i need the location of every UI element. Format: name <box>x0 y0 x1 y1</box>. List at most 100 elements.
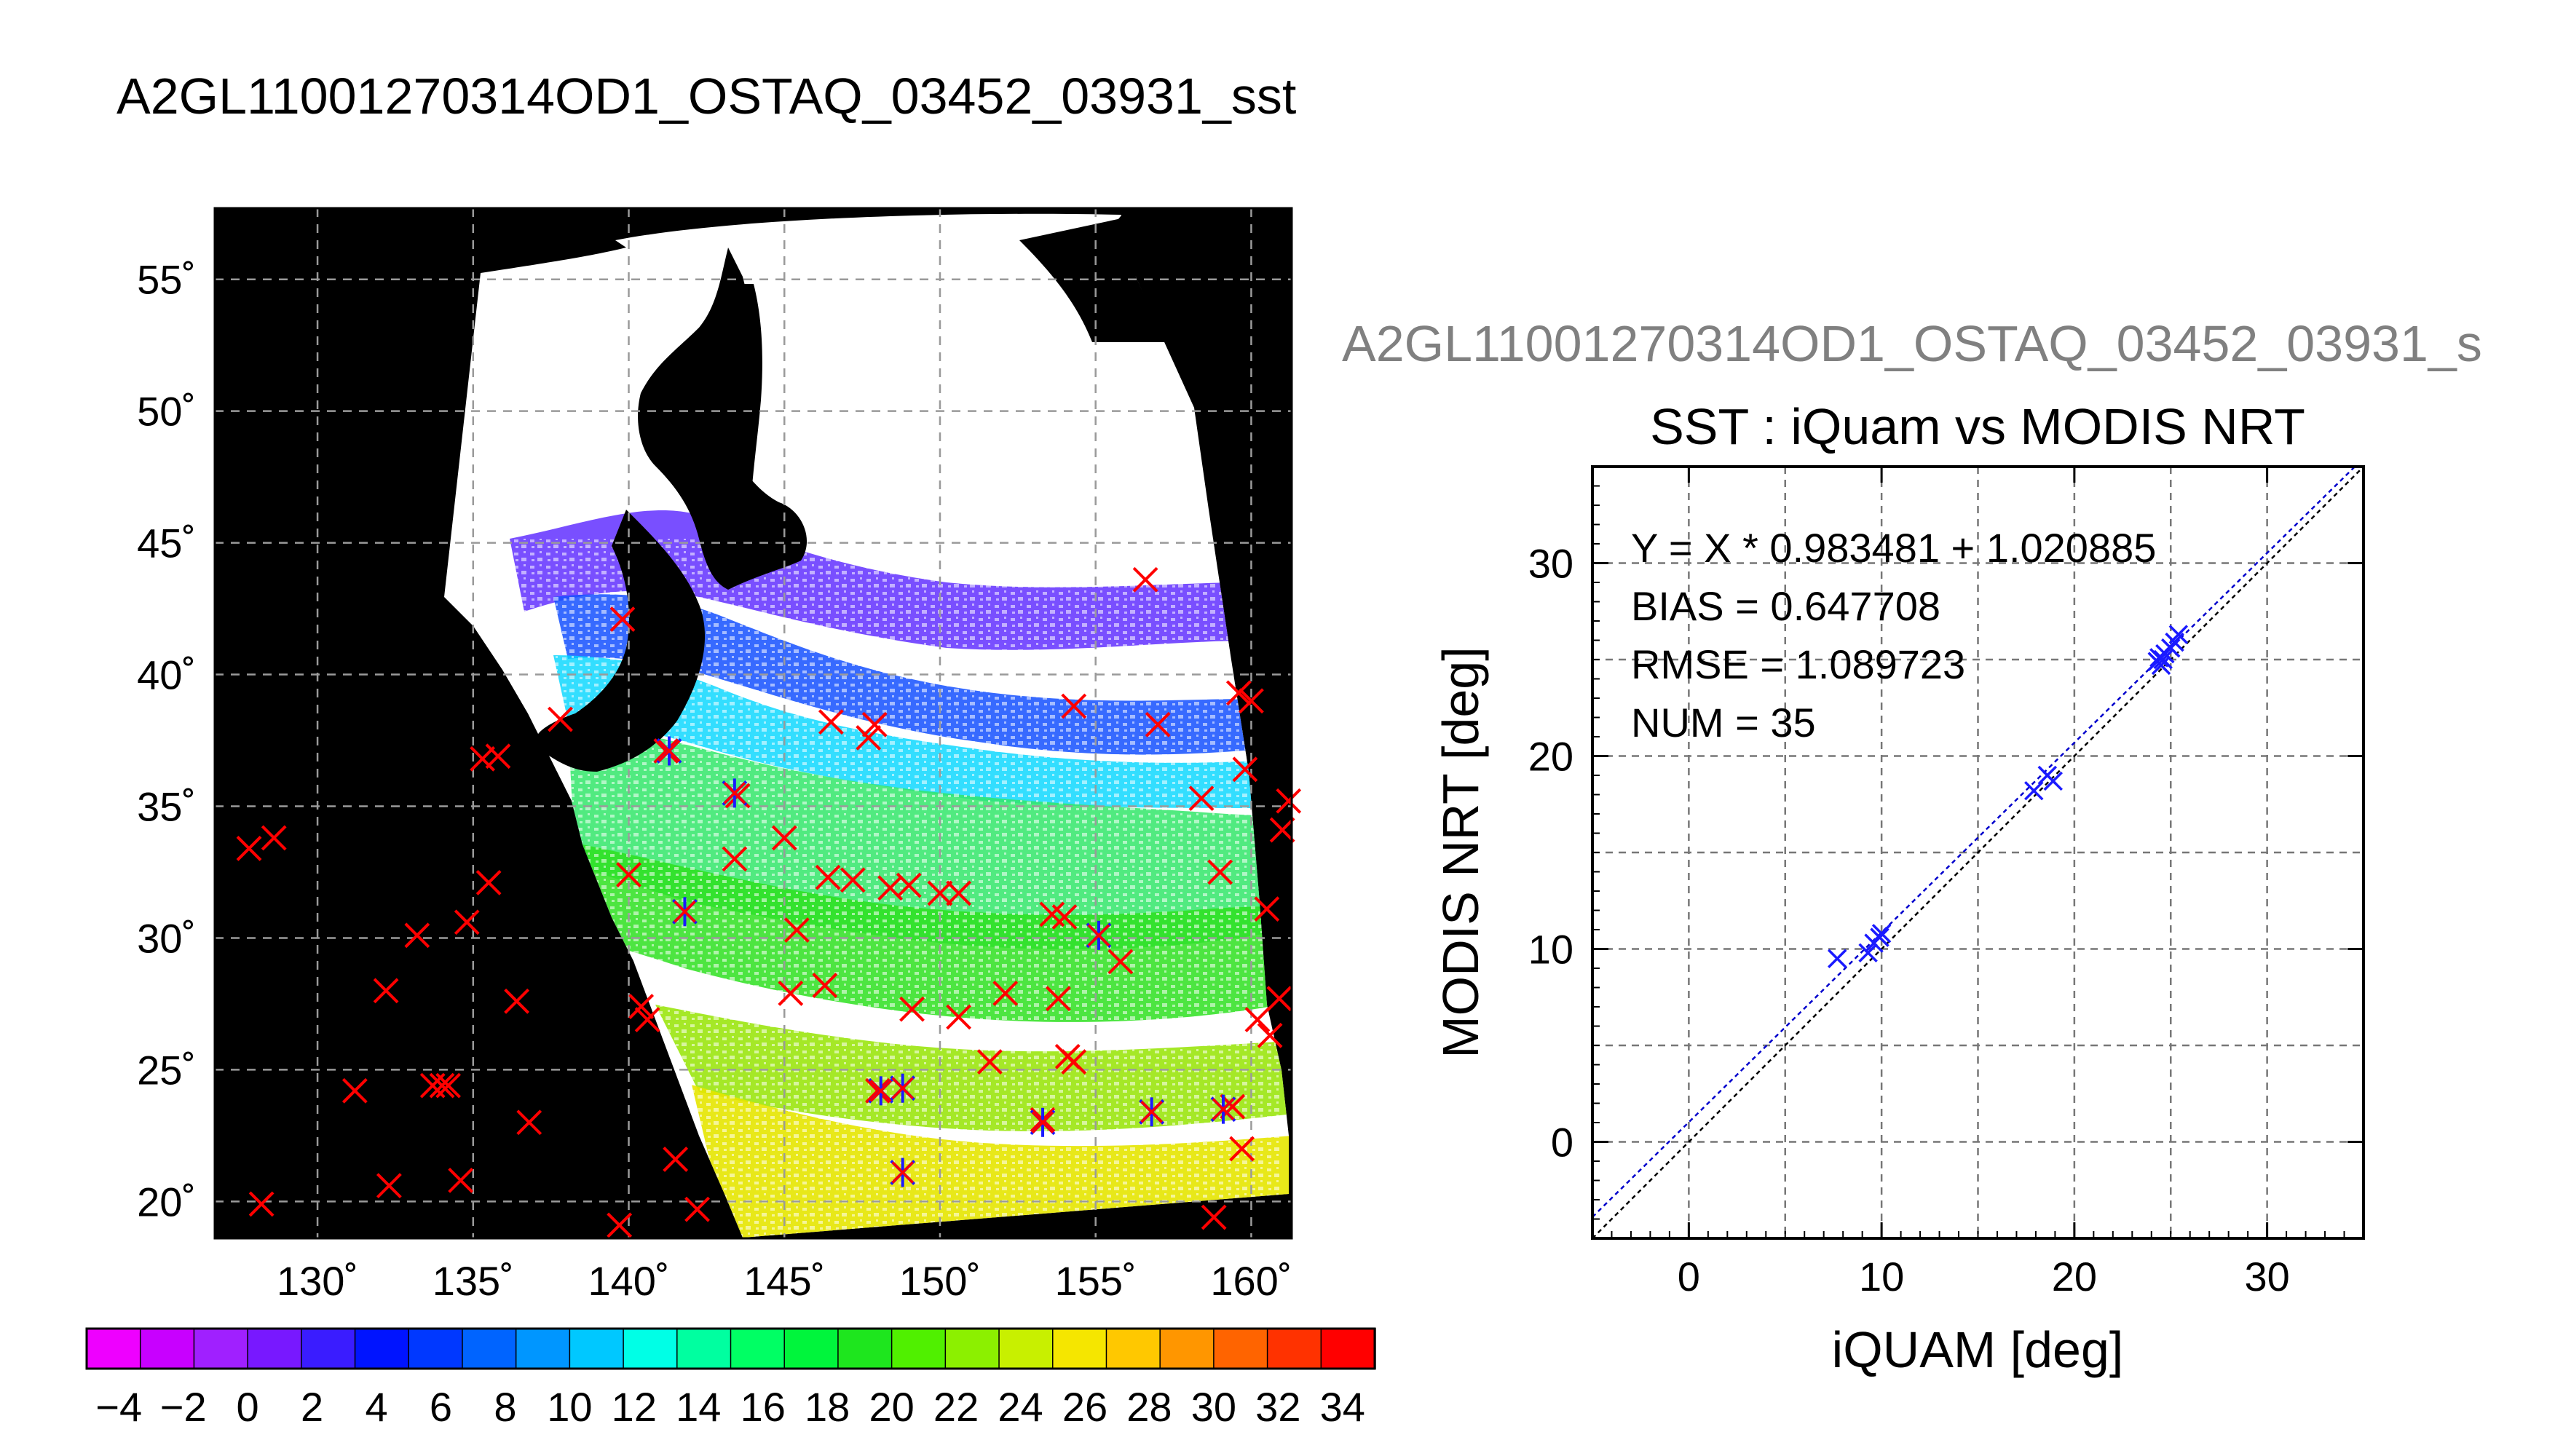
red-cross-marker <box>815 864 841 890</box>
fit-line <box>1592 466 2355 1218</box>
colorbar-labels: −4 −2 0 2 4 6 8 10 12 14 16 18 20 22 24 26 28 30 32 34 <box>95 1384 1365 1430</box>
colorbar-tick-label: 22 <box>933 1384 979 1430</box>
scatter-point <box>1858 943 1878 963</box>
scatter-points <box>1827 625 2189 968</box>
colorbar-segment <box>515 1328 572 1369</box>
red-cross-marker <box>722 846 748 872</box>
stats-rmse: RMSE = 1.089723 <box>1631 641 1965 687</box>
stats-equation: Y = X * 0.983481 + 1.020885 <box>1631 525 2156 571</box>
lon-tick-label: 150˚ <box>899 1258 981 1304</box>
colorbar: −4 −2 0 2 4 6 8 10 12 14 16 18 20 22 24 26 28 30 32 34 <box>85 1327 1376 1430</box>
red-cross-marker <box>609 606 636 632</box>
identity-line <box>1592 466 2364 1239</box>
page-title: A2GL11001270314OD1_OSTAQ_03452_03931_sst <box>117 68 1296 124</box>
satellite-swath <box>444 213 1289 1238</box>
colorbar-segment <box>891 1328 947 1369</box>
scatter-point <box>2024 780 2044 801</box>
latitude-labels: 55˚ 50˚ 45˚ 40˚ 35˚ 30˚ 25˚ 20˚ <box>137 257 196 1225</box>
red-cross-marker <box>684 1196 710 1222</box>
red-cross-marker <box>448 1167 474 1193</box>
colorbar-tick-label: 10 <box>547 1384 592 1430</box>
blue-star-marker <box>868 1076 894 1106</box>
y-axis-label: MODIS NRT [deg] <box>1432 646 1489 1058</box>
red-cross-marker <box>899 996 925 1022</box>
colorbar-segment <box>623 1328 679 1369</box>
regression-lines <box>1592 466 2364 1239</box>
colorbar-segment <box>301 1328 357 1369</box>
red-cross-marker <box>1239 688 1264 714</box>
red-cross-marker <box>548 706 573 732</box>
red-cross-marker <box>1045 986 1071 1012</box>
scatter-ticks: 0 10 20 30 0 10 20 30 <box>1528 467 2364 1299</box>
red-cross-marker <box>976 1049 1003 1075</box>
colorbar-segment <box>944 1328 1000 1369</box>
colorbar-tick-label: 8 <box>494 1384 516 1430</box>
y-tick-label: 10 <box>1528 927 1573 973</box>
red-cross-marker <box>1107 949 1134 975</box>
red-cross-marker <box>1269 817 1295 843</box>
lon-tick-label: 140˚ <box>588 1258 669 1304</box>
x-tick-label: 20 <box>2052 1254 2097 1299</box>
blue-star-marker <box>1210 1094 1236 1124</box>
red-cross-marker <box>1132 566 1158 593</box>
red-cross-marker <box>778 981 804 1006</box>
lat-tick-label: 20˚ <box>137 1179 196 1224</box>
red-cross-marker <box>896 872 922 898</box>
lon-tick-label: 145˚ <box>743 1258 825 1304</box>
blue-star-marker <box>672 897 698 927</box>
lon-tick-label: 135˚ <box>433 1258 514 1304</box>
colorbar-segment <box>139 1328 196 1369</box>
red-cross-marker <box>1220 1093 1246 1120</box>
colorbar-segment <box>462 1328 518 1369</box>
scatter-point <box>2161 638 2181 658</box>
red-cross-marker <box>1266 986 1292 1012</box>
red-cross-marker <box>1257 1022 1283 1048</box>
chart-title: SST : iQuam vs MODIS NRT <box>1650 398 2305 455</box>
red-cross-marker <box>504 988 530 1014</box>
x-axis-label: iQUAM [deg] <box>1832 1321 2124 1378</box>
scatter-header: A2GL11001270314OD1_OSTAQ_03452_03931_s <box>1342 315 2482 372</box>
colorbar-segment <box>247 1328 303 1369</box>
red-cross-marker <box>341 1077 368 1104</box>
red-cross-marker <box>1276 788 1302 814</box>
red-cross-marker <box>454 909 480 935</box>
y-tick-label: 20 <box>1528 734 1573 780</box>
red-cross-marker <box>861 711 888 737</box>
lat-tick-label: 45˚ <box>137 521 196 566</box>
red-cross-marker <box>946 880 972 906</box>
red-cross-marker <box>1225 680 1252 706</box>
colorbar-segment <box>569 1328 625 1369</box>
red-cross-marker <box>516 1109 542 1136</box>
red-cross-marker <box>1051 904 1078 930</box>
colorbar-segment <box>86 1328 142 1369</box>
red-cross-marker <box>771 825 797 851</box>
scatter-point <box>1870 927 1889 947</box>
red-cross-marker <box>992 981 1019 1006</box>
red-cross-marker <box>1061 693 1087 719</box>
red-cross-marker <box>927 880 953 906</box>
red-cross-marker <box>1229 1136 1255 1162</box>
colorbar-tick-label: 18 <box>805 1384 850 1430</box>
blue-star-marker <box>1139 1097 1165 1127</box>
scatter-point <box>1871 924 1892 943</box>
colorbar-tick-label: 32 <box>1255 1384 1300 1430</box>
colorbar-segment <box>193 1328 249 1369</box>
red-cross-marker <box>1244 1007 1271 1033</box>
colorbar-frame <box>85 1327 1376 1370</box>
map-grid <box>215 208 1292 1238</box>
red-cross-marker <box>1254 896 1280 922</box>
colorbar-segment <box>730 1328 786 1369</box>
scatter-point <box>2168 625 2189 644</box>
colorbar-tick-label: 26 <box>1062 1384 1107 1430</box>
colorbar-tick-label: 16 <box>741 1384 786 1430</box>
lat-tick-label: 30˚ <box>137 915 196 961</box>
longitude-labels: 130˚ 135˚ 140˚ 145˚ 150˚ 155˚ 160˚ <box>277 1258 1292 1304</box>
red-cross-marker <box>946 1004 972 1030</box>
colorbar-segment <box>837 1328 893 1369</box>
colorbar-tick-label: 14 <box>676 1384 721 1430</box>
x-tick-label: 0 <box>1678 1254 1700 1299</box>
red-cross-marker <box>1188 786 1215 812</box>
red-cross-marker <box>607 1212 633 1238</box>
red-cross-marker <box>470 745 496 772</box>
